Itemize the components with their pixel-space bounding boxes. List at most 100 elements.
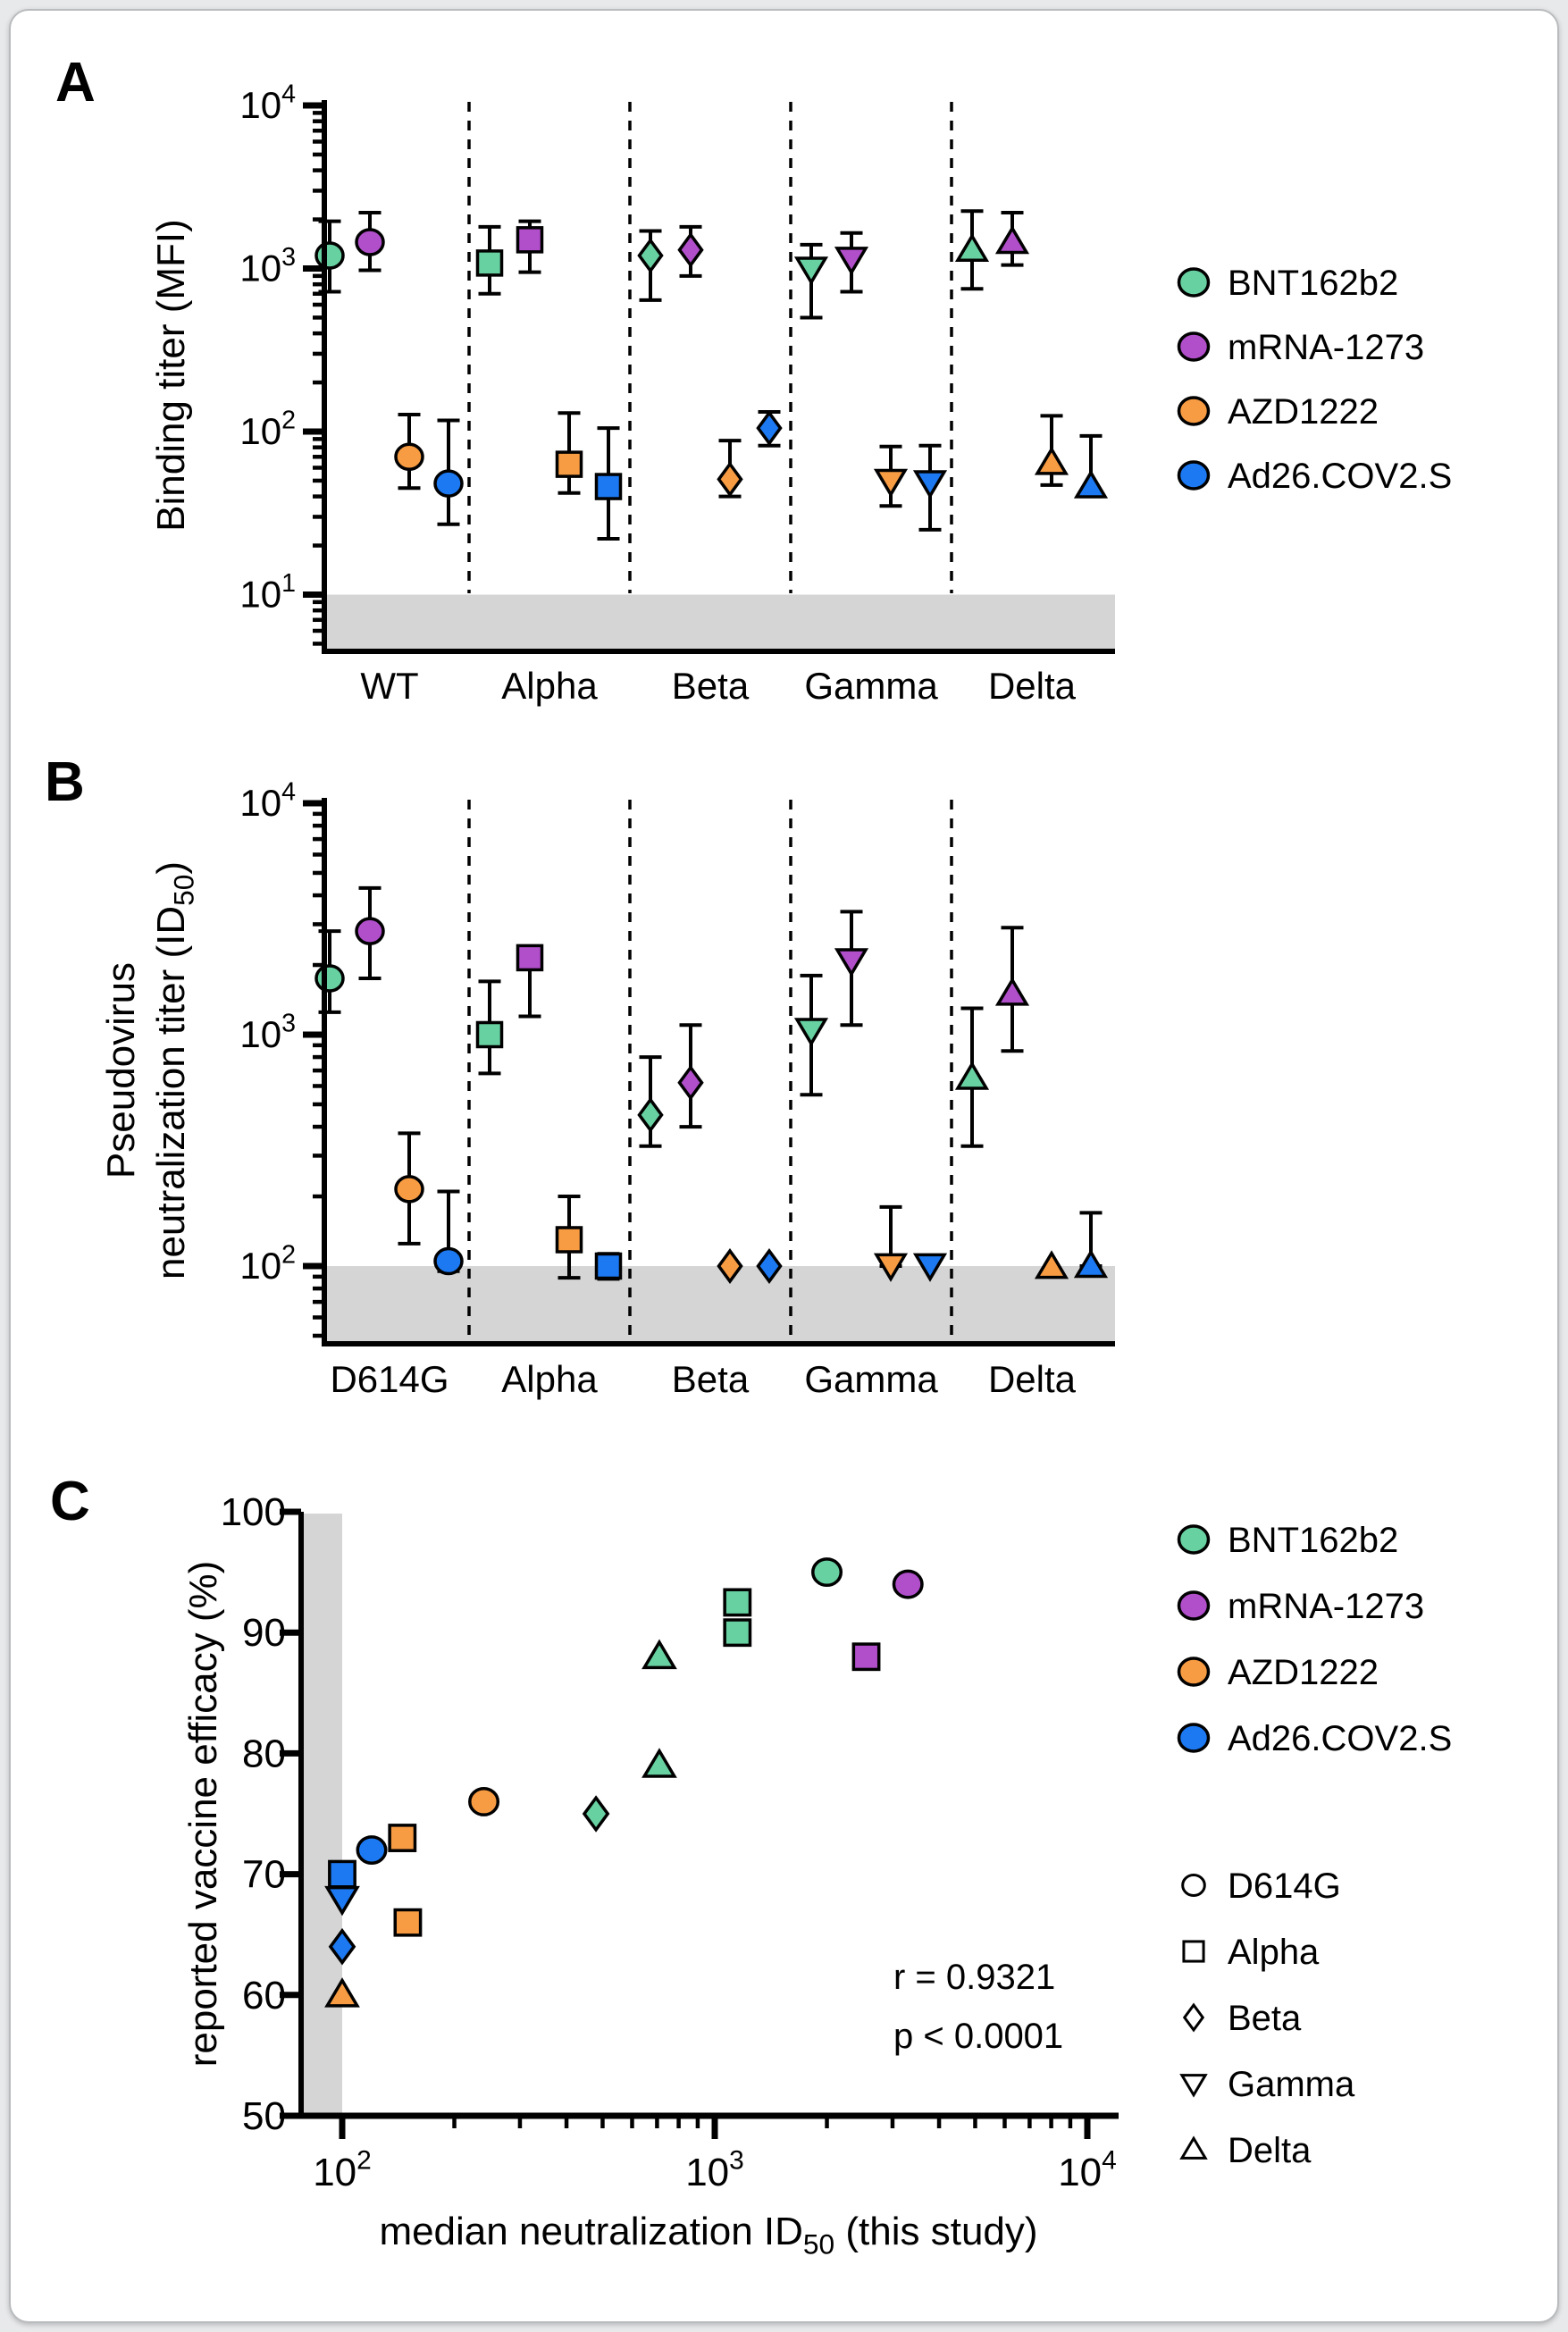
legend-marker-icon: [1177, 1723, 1211, 1753]
marker-mRNA-1273-WT: [355, 228, 385, 256]
x-axis-title: median neutralization ID50 (this study): [379, 2210, 1037, 2261]
marker-AZD1222-D614G: [394, 1175, 424, 1204]
panel-b: 102 103 104 D614G Alpha Beta Gamma Delta Pseudov…: [99, 777, 1115, 1400]
marker-mRNA-1273-Beta: [677, 231, 704, 268]
marker-mRNA-1273-Gamma: [834, 247, 869, 276]
point-AZD1222-D614G-8: [468, 1787, 500, 1816]
legend-item-Gamma: Gamma: [1179, 2065, 1355, 2104]
legend-label: Alpha: [1228, 1933, 1320, 1972]
x-category-label: Beta: [672, 1358, 750, 1400]
legend-item-mRNA-1273: mRNA-1273: [1177, 328, 1424, 367]
marker-AZD1222-Alpha: [555, 450, 583, 478]
marker-BNT162b2-D614G: [314, 964, 345, 993]
legend-label: BNT162b2: [1228, 264, 1398, 303]
x-category-label: Alpha: [501, 665, 598, 707]
point-mRNA-1273-D614G-6: [892, 1569, 924, 1599]
panel-c: 50 60 70 80 90 100 102 103 104 r = 0.9321 p < 0.00…: [181, 1490, 1452, 2261]
marker-BNT162b2-Gamma: [793, 1018, 829, 1047]
y-tick-label: 103: [239, 243, 296, 289]
y-tick-label: 80: [242, 1732, 286, 1775]
legend-label: Ad26.COV2.S: [1228, 1719, 1452, 1758]
legend-item-Delta: Delta: [1179, 2131, 1312, 2170]
legend-item-mRNA-1273: mRNA-1273: [1177, 1587, 1424, 1626]
legend-item-Ad26.COV2.S: Ad26.COV2.S: [1177, 1719, 1452, 1758]
marker-BNT162b2-Alpha: [475, 249, 504, 277]
legend-label: mRNA-1273: [1228, 328, 1424, 367]
marker-AZD1222-WT: [394, 442, 424, 472]
detection-limit-band: [303, 1514, 342, 2114]
marker-Ad26.COV2.S-D614G: [433, 1246, 464, 1276]
marker-Ad26.COV2.S-WT: [433, 469, 464, 498]
point-BNT162b2-Delta-3: [641, 1639, 677, 1670]
y-tick-label: 104: [239, 777, 296, 824]
y-axis-title: reported vaccine efficacy (%): [181, 1561, 225, 2068]
legend-item-Ad26.COV2.S: Ad26.COV2.S: [1177, 457, 1452, 496]
marker-mRNA-1273-Delta: [994, 225, 1030, 255]
legend-shape-icon-triangle-down: [1179, 2074, 1208, 2098]
legend-marker-icon: [1177, 396, 1211, 426]
marker-BNT162b2-Delta: [954, 1061, 990, 1090]
y-tick-label: 101: [239, 569, 296, 616]
legend-shape-icon-diamond: [1182, 2002, 1205, 2033]
y-tick-label: 102: [239, 406, 296, 452]
marker-BNT162b2-Gamma: [793, 256, 829, 286]
marker-Ad26.COV2.S-Beta: [756, 1248, 783, 1284]
panel-label-c: C: [50, 1471, 90, 1532]
legend-marker-icon: [1177, 331, 1211, 362]
y-axis-title-line2: neutralization titer (ID50): [149, 861, 200, 1279]
marker-BNT162b2-Alpha: [475, 1020, 504, 1049]
marker-AZD1222-Delta: [1034, 446, 1069, 475]
legend-label: Delta: [1228, 2131, 1312, 2170]
marker-mRNA-1273-Delta: [994, 977, 1030, 1006]
figure-card: [9, 9, 1559, 2323]
point-Ad26.COV2.S-Gamma-14: [324, 1885, 360, 1917]
y-tick-label: 90: [242, 1611, 286, 1655]
marker-mRNA-1273-Beta: [677, 1064, 704, 1101]
marker-AZD1222-Gamma: [873, 1253, 909, 1282]
marker-mRNA-1273-Alpha: [516, 944, 544, 972]
legend-marker-icon: [1177, 1590, 1211, 1621]
point-BNT162b2-Beta-5: [582, 1795, 610, 1833]
x-tick-label: 103: [685, 2146, 744, 2194]
legend-item-BNT162b2: BNT162b2: [1177, 1521, 1398, 1560]
legend-shape-icon-square: [1182, 1940, 1205, 1963]
y-tick-label: 103: [239, 1009, 296, 1055]
point-AZD1222-Alpha-9: [388, 1824, 417, 1852]
legend-item-Alpha: Alpha: [1182, 1933, 1320, 1972]
panel-label-b: B: [45, 751, 85, 813]
legend-label: mRNA-1273: [1228, 1587, 1424, 1626]
marker-mRNA-1273-D614G: [355, 917, 385, 945]
y-axis-title-line1: Pseudovirus: [99, 962, 143, 1179]
detection-limit-band: [326, 594, 1115, 649]
y-tick-label: 50: [242, 2094, 286, 2138]
marker-Ad26.COV2.S-Alpha: [594, 473, 623, 500]
point-Ad26.COV2.S-D614G-12: [356, 1835, 388, 1866]
x-tick-label: 104: [1058, 2146, 1117, 2194]
legend-item-D614G: D614G: [1181, 1866, 1341, 1906]
legend-label: AZD1222: [1228, 1653, 1379, 1692]
marker-mRNA-1273-Gamma: [834, 948, 869, 977]
point-AZD1222-Alpha-10: [393, 1908, 423, 1937]
legend-panel-a: BNT162b2 mRNA-1273 AZD1222 Ad26.COV2.S: [1177, 264, 1452, 496]
point-BNT162b2-D614G-0: [811, 1557, 843, 1588]
x-category-label: D614G: [330, 1358, 449, 1400]
point-AZD1222-Delta-11: [324, 1977, 360, 2008]
legend-shape-icon-triangle-up: [1179, 2135, 1208, 2160]
legend-marker-icon: [1177, 460, 1211, 491]
legend-marker-icon: [1177, 1524, 1211, 1555]
x-category-label: Gamma: [804, 1358, 938, 1400]
x-category-label: Delta: [988, 1358, 1077, 1400]
legend-label: BNT162b2: [1228, 1521, 1398, 1560]
legend-label: Gamma: [1228, 2065, 1355, 2104]
marker-Ad26.COV2.S-Gamma: [912, 470, 948, 499]
legend-marker-icon: [1177, 1657, 1211, 1687]
correlation-annotation-line1: r = 0.9321: [893, 1958, 1055, 1997]
y-axis-title: Binding titer (MFI): [149, 219, 193, 532]
legend-item-AZD1222: AZD1222: [1177, 1653, 1379, 1692]
y-tick-label: 104: [239, 80, 296, 126]
legend-item-Beta: Beta: [1182, 1999, 1302, 2038]
panel-a: 101 102 103 104 WT Alpha Beta Gamma Delta Binding…: [149, 80, 1115, 707]
marker-BNT162b2-Delta: [954, 232, 990, 262]
